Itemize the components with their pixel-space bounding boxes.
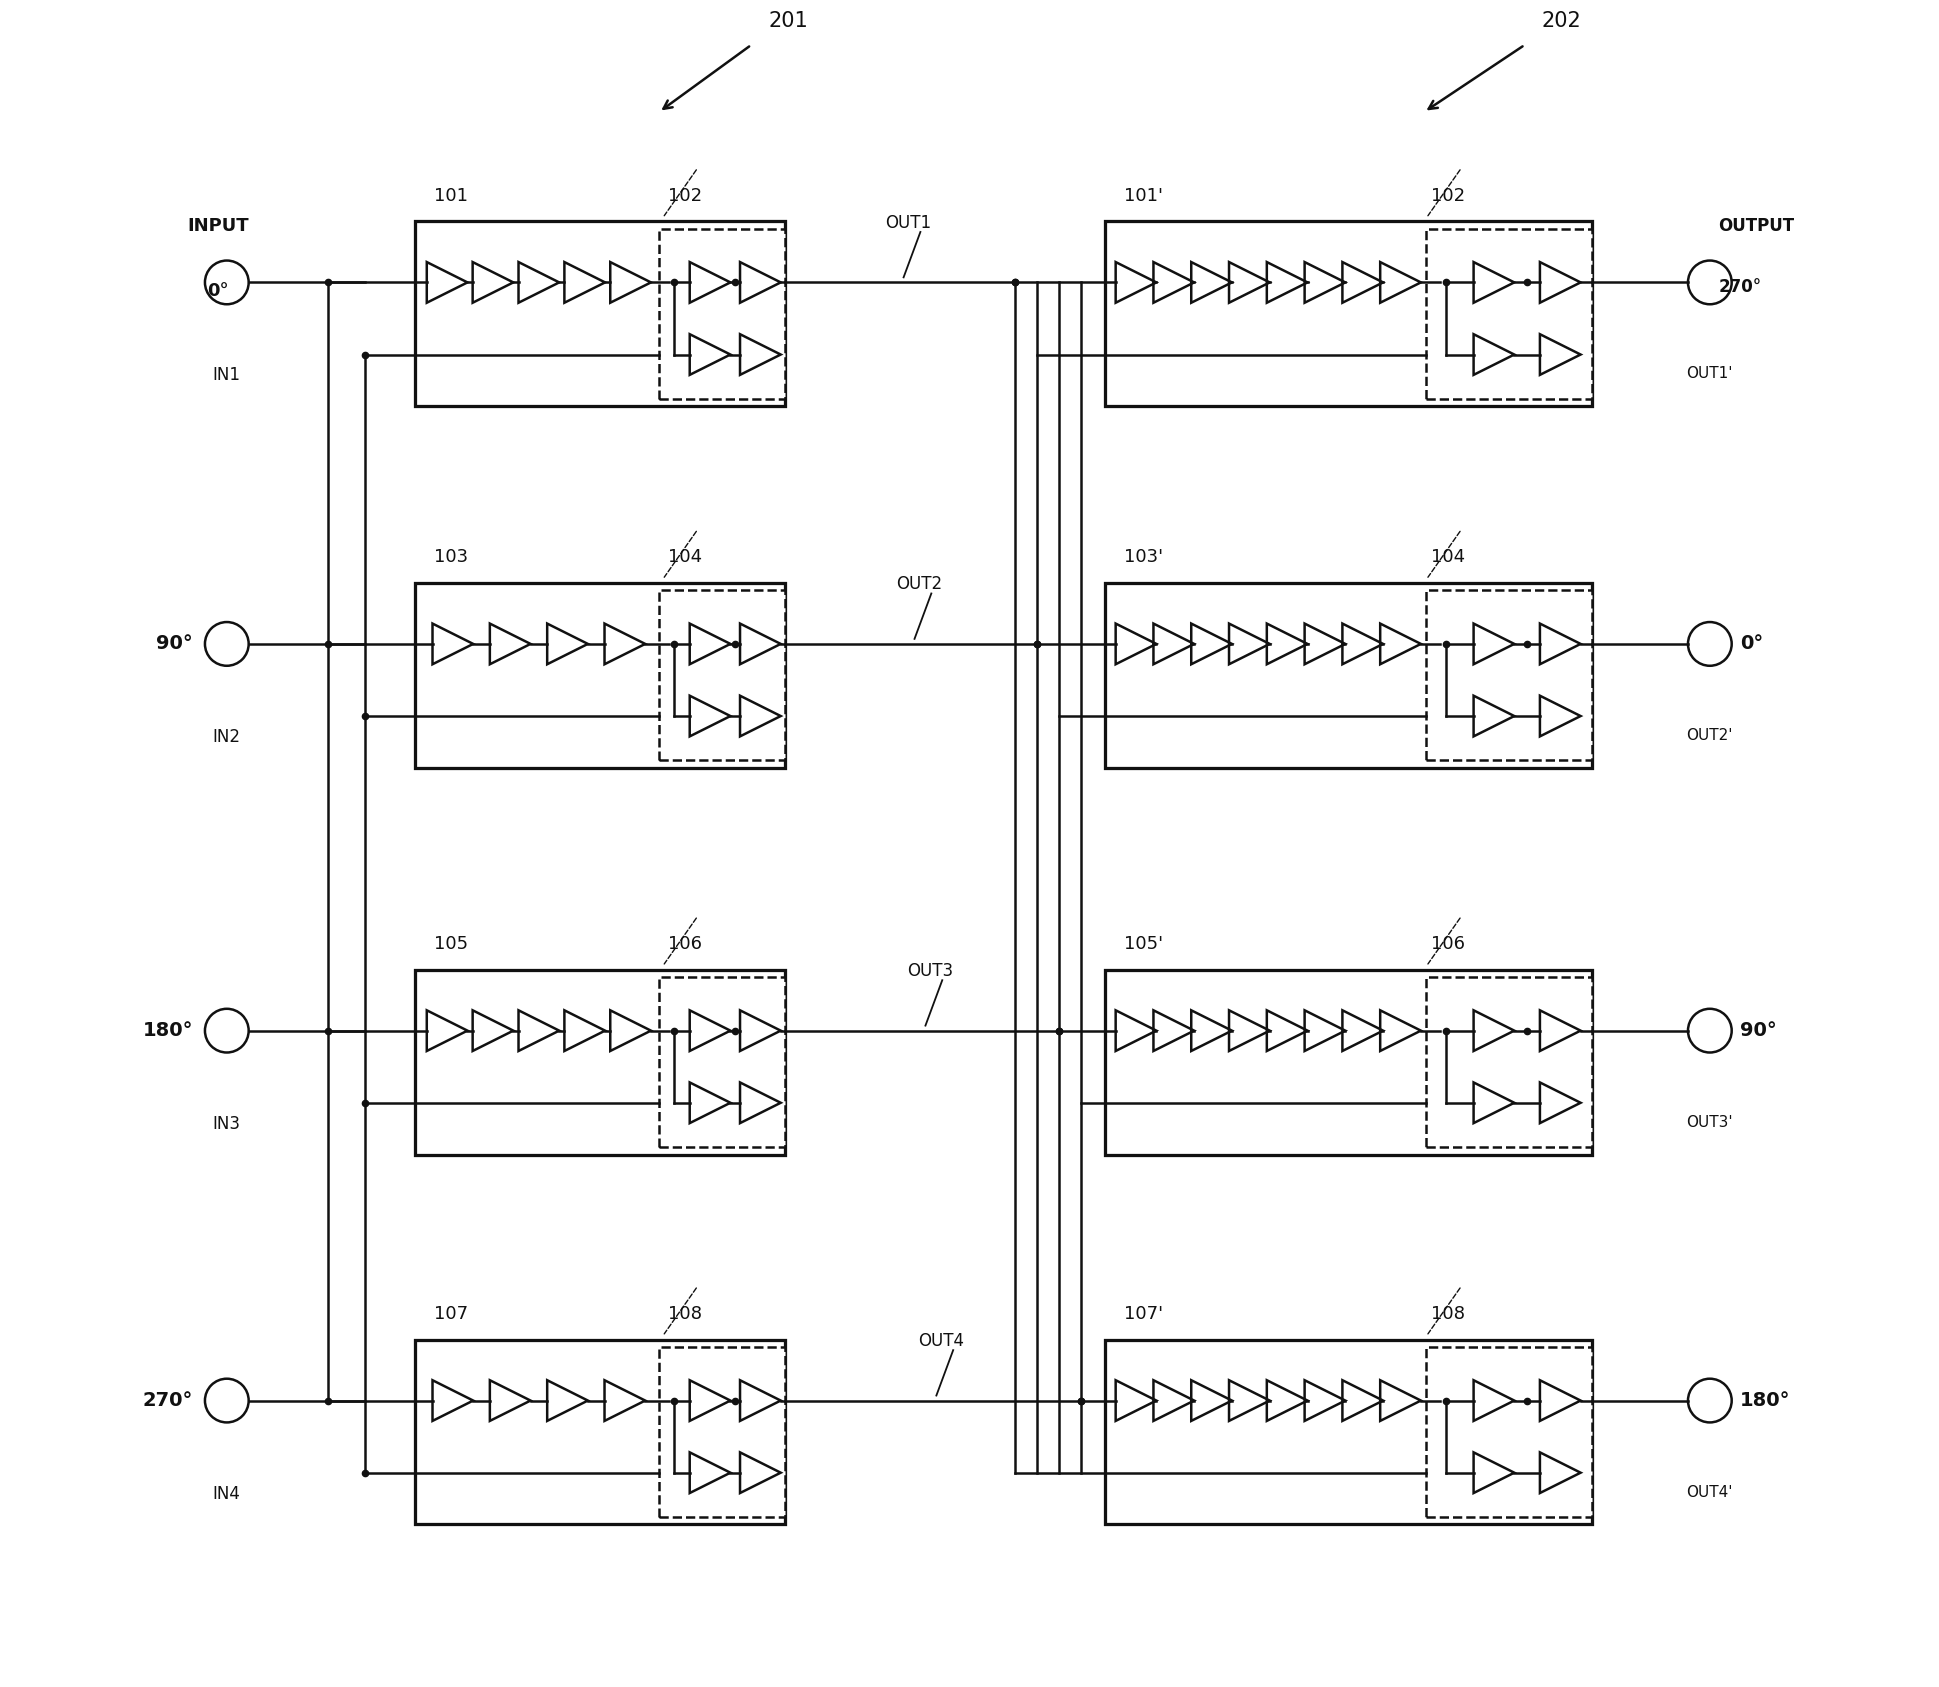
Text: 201: 201 xyxy=(768,12,807,32)
Text: 107': 107' xyxy=(1123,1304,1163,1323)
Text: OUT4': OUT4' xyxy=(1685,1485,1732,1500)
Text: 0°: 0° xyxy=(207,282,229,300)
Bar xyxy=(415,970,785,1154)
Bar xyxy=(659,590,785,761)
Bar xyxy=(1103,221,1592,407)
Text: 108: 108 xyxy=(1431,1304,1464,1323)
Bar xyxy=(1425,229,1592,398)
Text: OUT4: OUT4 xyxy=(917,1333,964,1350)
Text: 102: 102 xyxy=(1431,187,1464,204)
Text: 90°: 90° xyxy=(157,634,194,653)
Text: 103: 103 xyxy=(434,548,467,567)
Bar xyxy=(659,977,785,1147)
Bar xyxy=(415,1339,785,1525)
Text: 105': 105' xyxy=(1123,935,1163,953)
Text: 106: 106 xyxy=(1431,935,1464,953)
Text: 101: 101 xyxy=(434,187,467,204)
Text: 104: 104 xyxy=(1431,548,1464,567)
Text: OUT2': OUT2' xyxy=(1685,729,1732,742)
Bar xyxy=(659,1346,785,1517)
Text: 90°: 90° xyxy=(1739,1021,1776,1041)
Text: OUT3': OUT3' xyxy=(1685,1115,1732,1130)
Text: OUT1: OUT1 xyxy=(884,214,931,231)
Bar xyxy=(1103,970,1592,1154)
Text: OUT1': OUT1' xyxy=(1685,366,1732,381)
Bar xyxy=(659,229,785,398)
Text: OUTPUT: OUTPUT xyxy=(1718,218,1794,234)
Bar xyxy=(1425,1346,1592,1517)
Text: 104: 104 xyxy=(667,548,702,567)
Text: 270°: 270° xyxy=(1718,278,1761,297)
Text: IN2: IN2 xyxy=(213,729,240,746)
Text: 108: 108 xyxy=(667,1304,702,1323)
Text: 180°: 180° xyxy=(1739,1392,1790,1410)
Text: 102: 102 xyxy=(667,187,702,204)
Text: OUT2: OUT2 xyxy=(896,575,942,594)
Text: 180°: 180° xyxy=(143,1021,194,1041)
Text: IN3: IN3 xyxy=(213,1115,240,1132)
Text: 0°: 0° xyxy=(1739,634,1763,653)
Text: 103': 103' xyxy=(1123,548,1163,567)
Text: 202: 202 xyxy=(1542,12,1580,32)
Text: 107: 107 xyxy=(434,1304,467,1323)
Bar xyxy=(1103,584,1592,768)
Bar xyxy=(415,584,785,768)
Text: 105: 105 xyxy=(434,935,467,953)
Bar xyxy=(1425,590,1592,761)
Bar xyxy=(415,221,785,407)
Bar xyxy=(1103,1339,1592,1525)
Text: 270°: 270° xyxy=(143,1392,194,1410)
Text: INPUT: INPUT xyxy=(188,218,248,234)
Text: IN1: IN1 xyxy=(213,366,240,385)
Text: 106: 106 xyxy=(667,935,702,953)
Text: IN4: IN4 xyxy=(213,1485,240,1503)
Bar xyxy=(1425,977,1592,1147)
Text: OUT3: OUT3 xyxy=(907,962,954,980)
Text: 101': 101' xyxy=(1123,187,1161,204)
